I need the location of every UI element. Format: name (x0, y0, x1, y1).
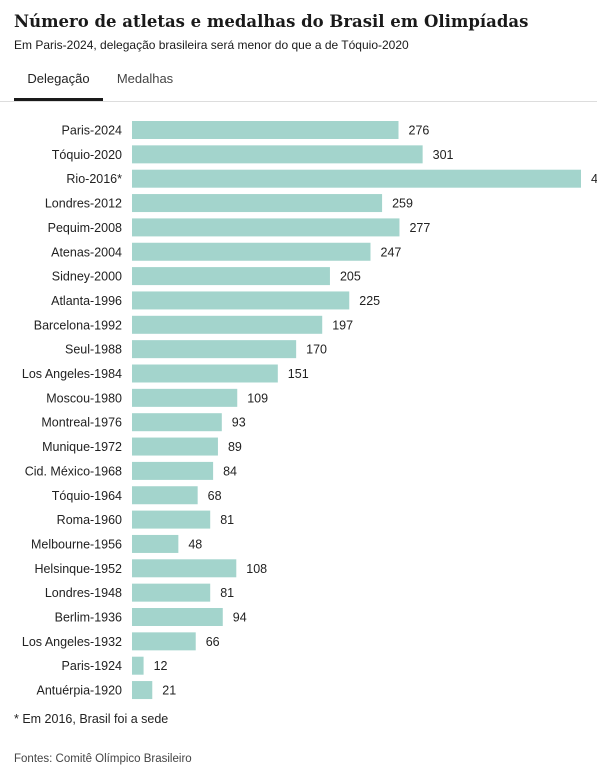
bar (132, 656, 144, 675)
category-label: Munique-1972 (42, 440, 122, 454)
category-label: Paris-2024 (62, 124, 122, 138)
value-label: 247 (381, 245, 402, 259)
category-label: Los Angeles-1984 (22, 367, 122, 381)
value-label: 151 (288, 367, 309, 381)
value-label: 109 (247, 391, 268, 405)
value-label: 170 (306, 343, 327, 357)
bar (132, 486, 198, 505)
chart-subtitle: Em Paris-2024, delegação brasileira será… (14, 38, 409, 52)
value-label: 68 (208, 489, 222, 503)
chart-title: Número de atletas e medalhas do Brasil e… (14, 12, 529, 31)
bar (132, 169, 581, 188)
bar (132, 632, 196, 651)
bar (132, 315, 323, 334)
tab-delegacao[interactable]: Delegação (14, 62, 103, 101)
category-label: Moscou-1980 (46, 391, 122, 405)
value-label: 21 (162, 684, 176, 698)
value-label: 81 (220, 513, 234, 527)
bar (132, 364, 278, 383)
bar (132, 681, 153, 700)
value-label: 93 (232, 416, 246, 430)
bar (132, 291, 350, 310)
value-label: 12 (154, 659, 168, 673)
category-label: Los Angeles-1932 (22, 635, 122, 649)
bar (132, 583, 211, 602)
bar (132, 559, 237, 578)
value-label: 94 (233, 611, 247, 625)
category-label: Tóquio-2020 (52, 148, 122, 162)
tab-bar: Delegação Medalhas (14, 62, 597, 103)
category-label: Cid. México-1968 (25, 464, 122, 478)
value-label: 48 (188, 537, 202, 551)
category-label: Berlim-1936 (55, 611, 122, 625)
bar (132, 534, 179, 553)
bar (132, 388, 238, 407)
bar (132, 413, 222, 432)
value-label: 66 (206, 635, 220, 649)
category-label: Melbourne-1956 (31, 537, 122, 551)
value-label: 465 (591, 172, 597, 186)
tab-divider (0, 101, 597, 102)
value-label: 205 (340, 270, 361, 284)
category-label: Londres-1948 (45, 586, 122, 600)
category-label: Sidney-2000 (52, 270, 122, 284)
bar (132, 437, 218, 456)
category-label: Antuérpia-1920 (37, 684, 123, 698)
bar (132, 510, 211, 529)
category-label: Atenas-2004 (51, 245, 122, 259)
category-label: Helsinque-1952 (34, 562, 122, 576)
category-label: Rio-2016* (66, 172, 122, 186)
category-label: Barcelona-1992 (34, 318, 122, 332)
bar (132, 242, 371, 261)
value-label: 276 (409, 124, 430, 138)
bar (132, 145, 423, 164)
bar-chart: Paris-2024 276 Tóquio-2020 301 Rio-2016* 465 L… (22, 121, 597, 700)
value-label: 225 (359, 294, 380, 308)
value-label: 84 (223, 464, 237, 478)
category-label: Roma-1960 (57, 513, 122, 527)
bar (132, 121, 399, 139)
value-label: 89 (228, 440, 242, 454)
bar (132, 340, 297, 359)
category-label: Montreal-1976 (41, 416, 122, 430)
bar (132, 218, 400, 237)
footnote: * Em 2016, Brasil foi a sede (14, 712, 169, 726)
category-label: Pequim-2008 (48, 221, 122, 235)
value-label: 259 (392, 197, 413, 211)
value-label: 81 (220, 586, 234, 600)
value-label: 108 (246, 562, 267, 576)
category-label: Atlanta-1996 (51, 294, 122, 308)
value-label: 197 (332, 318, 353, 332)
category-label: Tóquio-1964 (52, 489, 122, 503)
bar (132, 194, 383, 213)
category-label: Paris-1924 (62, 659, 122, 673)
value-label: 301 (433, 148, 454, 162)
bar (132, 461, 214, 480)
tab-medalhas[interactable]: Medalhas (116, 71, 174, 86)
category-label: Londres-2012 (45, 197, 122, 211)
source-note: Fontes: Comitê Olímpico Brasileiro (14, 753, 192, 765)
bar (132, 608, 223, 626)
bar (132, 267, 330, 286)
category-label: Seul-1988 (65, 343, 122, 357)
value-label: 277 (409, 221, 430, 235)
